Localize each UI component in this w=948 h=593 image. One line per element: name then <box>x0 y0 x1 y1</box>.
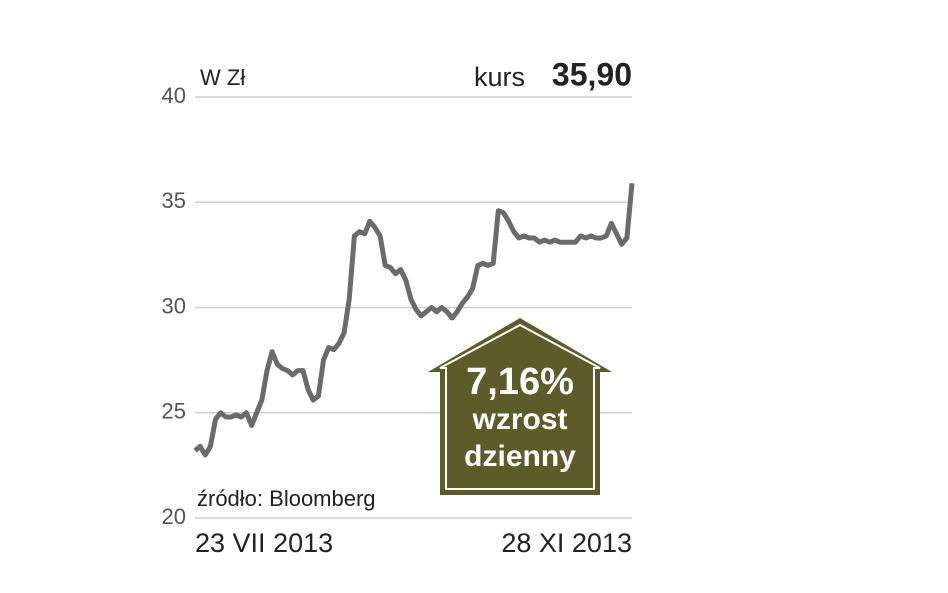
change-line2: dzienny <box>464 440 576 473</box>
y-tick-label: 25 <box>162 399 186 424</box>
y-tick-label: 30 <box>162 293 186 318</box>
y-tick-label: 35 <box>162 188 186 213</box>
arrow-badge: 7,16% wzrost dzienny <box>428 318 612 495</box>
price-value: 35,90 <box>552 56 632 92</box>
x-tick-label: 23 VII 2013 <box>195 528 333 558</box>
arrow-shape <box>428 318 612 495</box>
change-line1: wzrost <box>471 403 567 436</box>
x-tick-label: 28 XI 2013 <box>501 528 632 558</box>
source: źródło: Bloomberg <box>197 486 376 511</box>
price-line <box>193 183 635 458</box>
change-value: 7,16% <box>466 361 574 403</box>
unit-label: W Zł <box>200 65 245 90</box>
price-label: kurs <box>474 62 525 92</box>
y-tick-label: 20 <box>162 504 186 529</box>
y-tick-label: 40 <box>162 83 186 108</box>
arrow-outline <box>439 323 601 490</box>
